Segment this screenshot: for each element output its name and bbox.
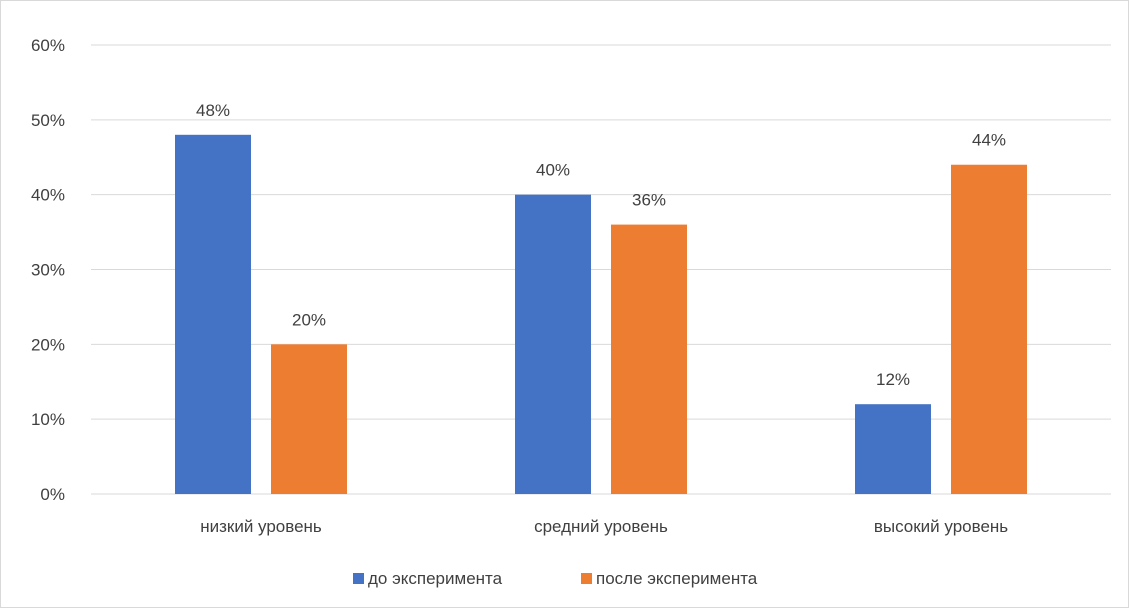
- bar: [175, 134, 251, 495]
- bar: [855, 404, 931, 494]
- data-label: 12%: [876, 370, 910, 389]
- legend-label: после эксперимента: [596, 569, 758, 588]
- legend-label: до эксперимента: [368, 569, 503, 588]
- bar: [951, 164, 1027, 494]
- x-axis-category-labels: низкий уровень средний уровень высокий уро…: [200, 517, 1008, 536]
- data-label: 48%: [196, 101, 230, 120]
- data-label: 40%: [536, 161, 570, 180]
- y-axis-tick-labels: 0% 10% 20% 30% 40% 50% 60%: [31, 36, 65, 504]
- legend-swatch: [581, 573, 592, 584]
- data-label: 20%: [292, 310, 326, 329]
- bars: [175, 134, 1027, 495]
- y-tick-label: 40%: [31, 186, 65, 205]
- y-tick-label: 30%: [31, 261, 65, 280]
- y-tick-label: 50%: [31, 111, 65, 130]
- category-label: средний уровень: [534, 517, 668, 536]
- y-tick-label: 20%: [31, 335, 65, 354]
- bar: [271, 344, 347, 494]
- gridlines: [91, 44, 1111, 495]
- data-labels: 48% 20% 40% 36% 12% 44%: [196, 101, 1006, 389]
- legend: до эксперимента после эксперимента: [353, 569, 758, 588]
- y-tick-label: 0%: [40, 485, 65, 504]
- category-label: низкий уровень: [200, 517, 322, 536]
- category-label: высокий уровень: [874, 517, 1008, 536]
- data-label: 44%: [972, 131, 1006, 150]
- bar: [611, 224, 687, 494]
- data-label: 36%: [632, 191, 666, 210]
- y-tick-label: 10%: [31, 410, 65, 429]
- legend-swatch: [353, 573, 364, 584]
- bar: [515, 194, 591, 494]
- y-tick-label: 60%: [31, 36, 65, 55]
